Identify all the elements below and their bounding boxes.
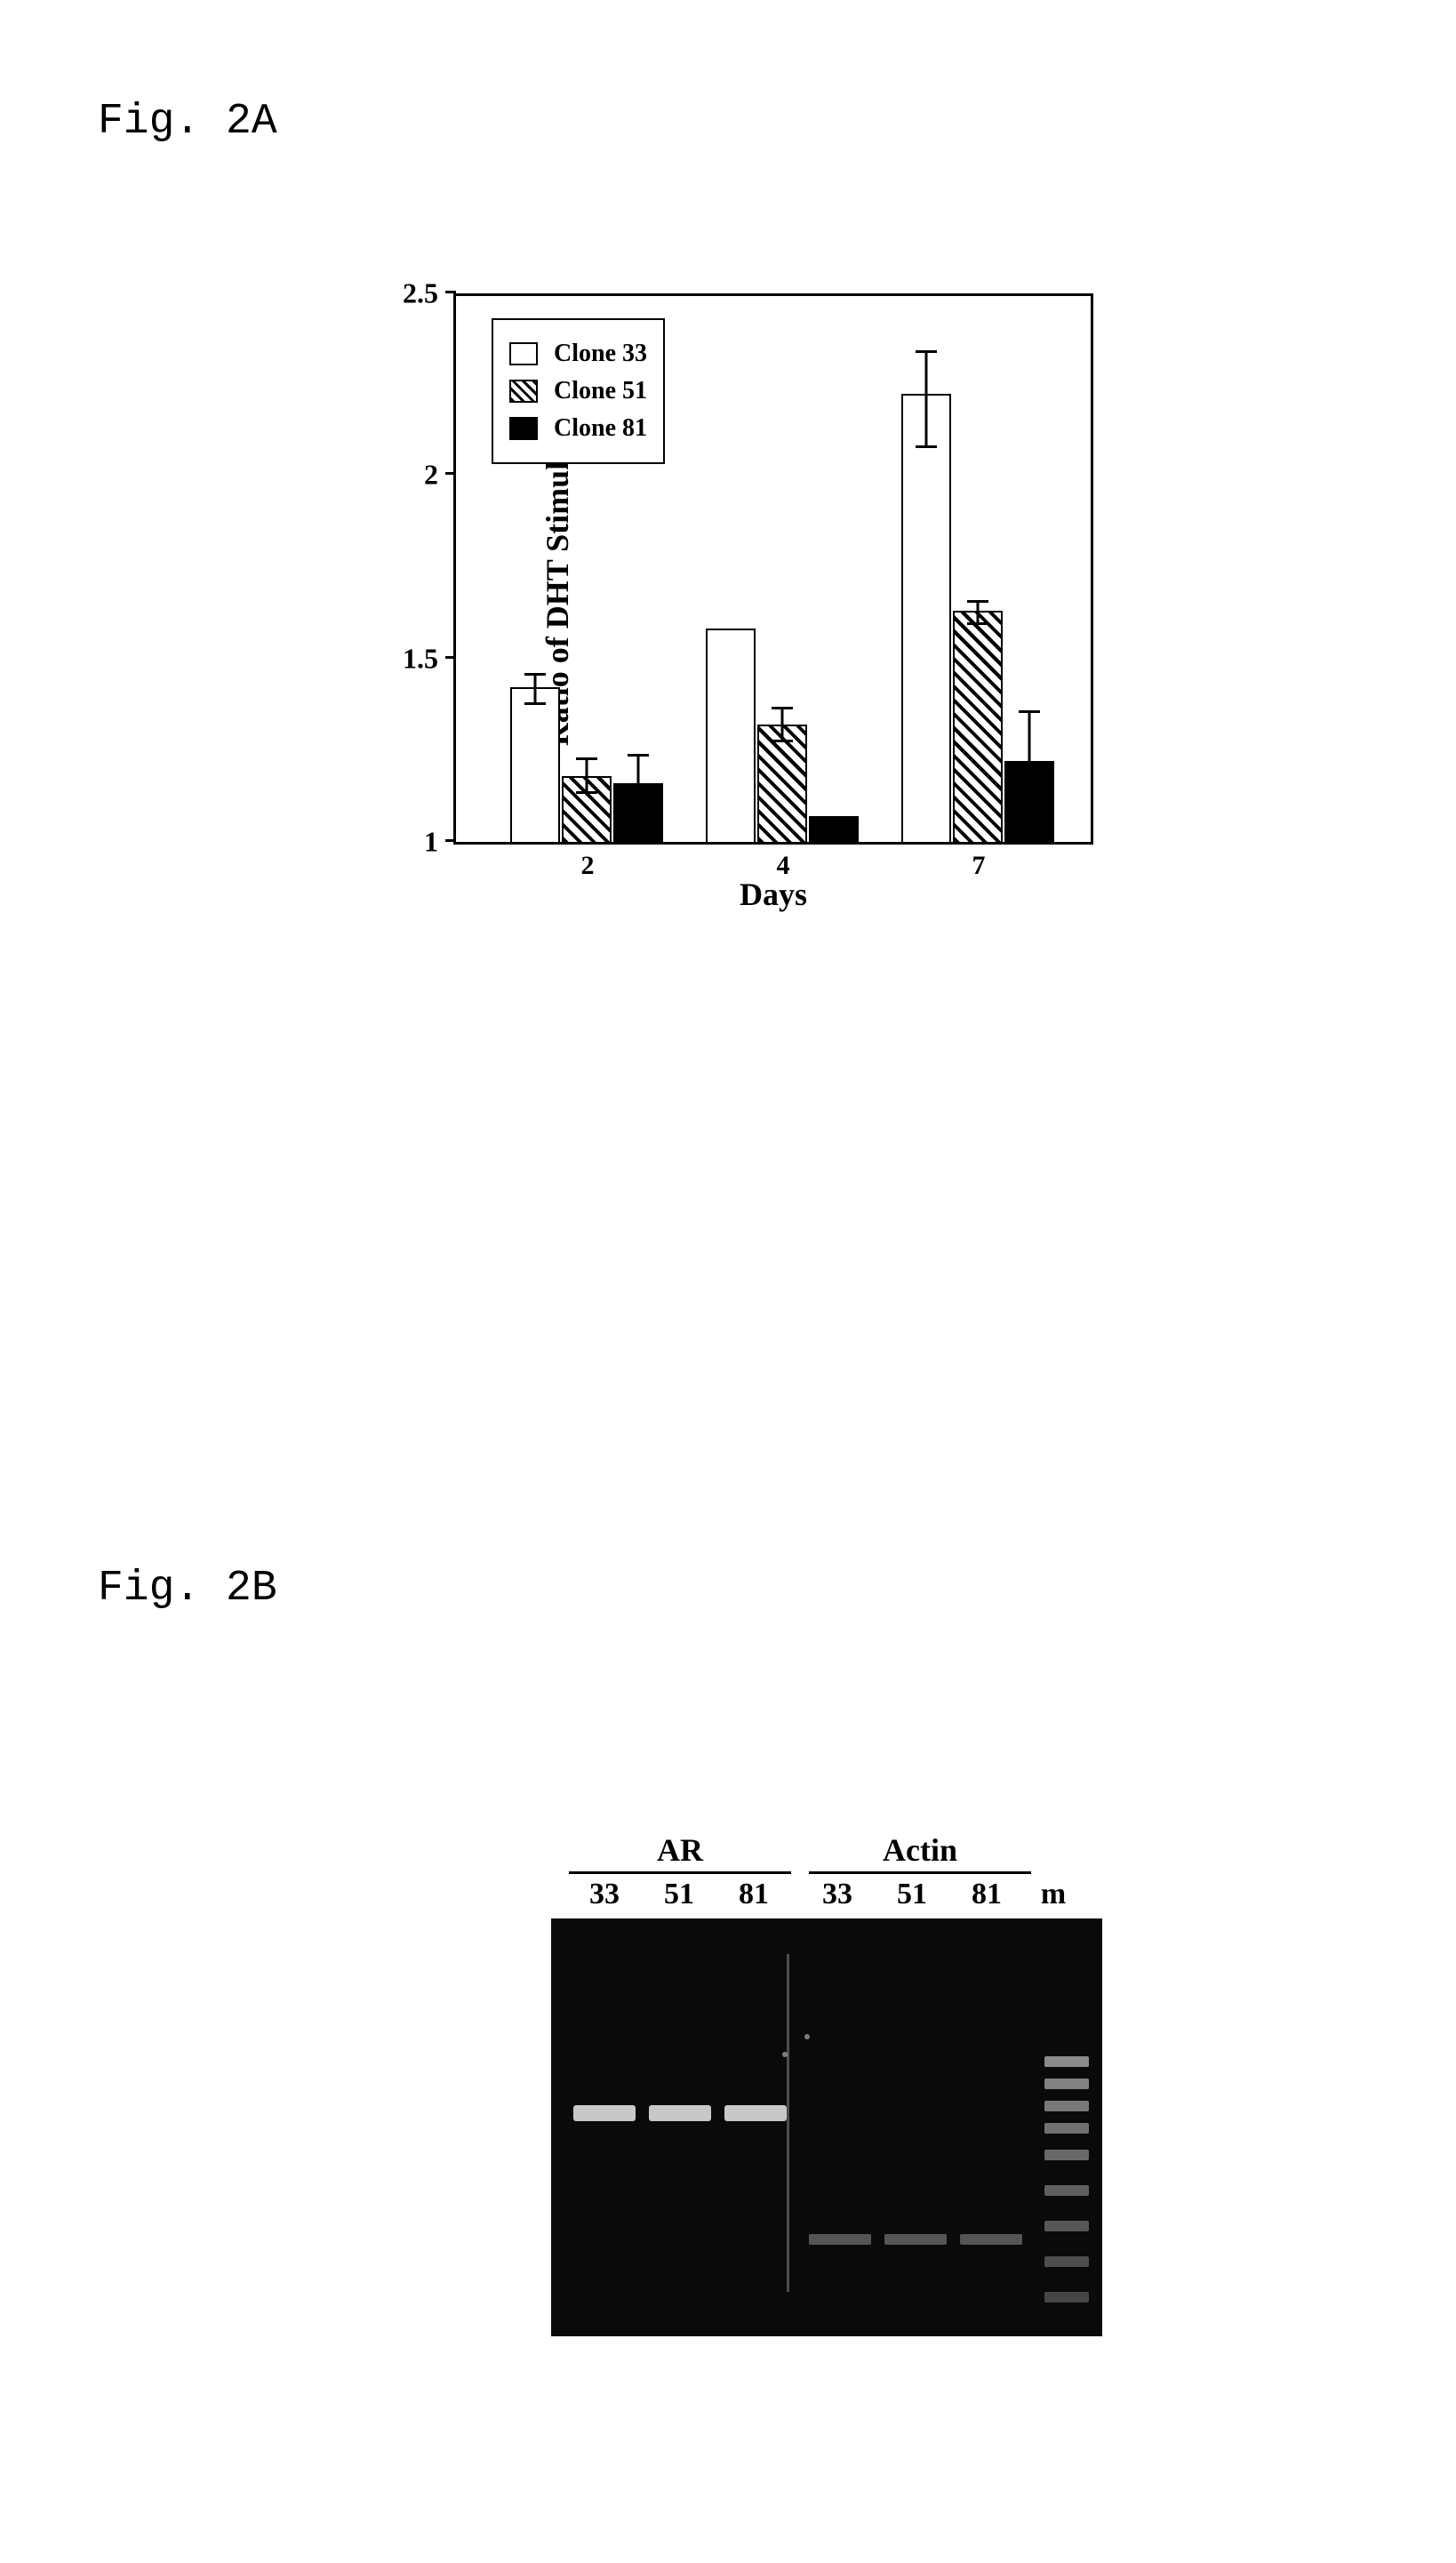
gel-streak	[787, 1954, 789, 2292]
error-bar-cap-top	[524, 673, 546, 676]
gel-marker-band	[1044, 2292, 1089, 2303]
gel-lane-labels: 33 51 81 33 51 81 m	[551, 1878, 1102, 1911]
error-bar-cap-bottom	[524, 702, 546, 705]
lane-label: 81	[716, 1878, 791, 1911]
legend-label: Clone 81	[554, 414, 647, 443]
gel-marker-band	[1044, 2256, 1089, 2267]
error-bar-cap-top	[576, 757, 597, 760]
x-tick-7: 7	[972, 851, 986, 881]
gel-band-ar-81	[724, 2105, 787, 2121]
y-tick-1.5: 1.5	[403, 643, 438, 676]
error-bar-cap-top	[967, 600, 988, 603]
x-tick-2: 2	[581, 851, 595, 881]
lane-label: 33	[800, 1878, 875, 1911]
x-axis-label: Days	[740, 876, 807, 913]
gel-band-ar-33	[573, 2105, 636, 2121]
error-bar-cap-bottom	[916, 445, 937, 448]
gel-marker-band	[1044, 2150, 1089, 2160]
y-tick-1: 1	[424, 826, 438, 859]
bar-clone-51	[757, 725, 807, 842]
bar-clone-81	[613, 783, 663, 842]
gel-band-actin-51	[884, 2234, 947, 2245]
lane-label: 51	[875, 1878, 949, 1911]
bar-group-2	[509, 687, 664, 842]
y-tick-mark	[445, 472, 456, 475]
gel-marker-band	[1044, 2101, 1089, 2111]
y-tick-mark	[445, 291, 456, 293]
error-bar-line	[586, 759, 588, 792]
lane-label: 81	[949, 1878, 1024, 1911]
bar-chart-container: Ratio of DHT Stimulation Days 1 1.5 2 2.…	[453, 293, 1093, 845]
legend-label: Clone 33	[554, 340, 647, 368]
legend-item-clone81: Clone 81	[509, 414, 647, 443]
chart-plot-area: Ratio of DHT Stimulation Days 1 1.5 2 2.…	[453, 293, 1093, 845]
bar-clone-33	[901, 394, 951, 842]
gel-image	[551, 1918, 1102, 2336]
marker-label: m	[1031, 1878, 1076, 1911]
legend-label: Clone 51	[554, 377, 647, 405]
bar-clone-51	[562, 776, 612, 842]
gel-marker-band	[1044, 2123, 1089, 2134]
gel-container: AR Actin 33 51 81 33 51 81 m	[551, 1831, 1102, 2336]
bar-clone-33	[706, 629, 756, 842]
lane-label: 51	[642, 1878, 716, 1911]
error-bar-line	[925, 351, 928, 446]
lane-label: 33	[567, 1878, 642, 1911]
bar-clone-51	[953, 611, 1003, 842]
error-bar-cap-top	[772, 707, 793, 709]
error-bar-line	[637, 756, 640, 785]
figure-2b-label: Fig. 2B	[98, 1565, 277, 1613]
gel-label-ar: AR	[569, 1831, 791, 1874]
gel-dot	[782, 2052, 788, 2057]
gel-band-actin-33	[809, 2234, 871, 2245]
error-bar-cap-top	[916, 350, 937, 353]
y-tick-mark	[445, 839, 456, 842]
x-tick-4: 4	[777, 851, 790, 881]
bar-group-4	[705, 629, 860, 842]
gel-marker-band	[1044, 2221, 1089, 2231]
bar-clone-81	[809, 816, 859, 842]
error-bar-line	[977, 601, 980, 623]
gel-marker-band	[1044, 2056, 1089, 2067]
error-bar-cap-bottom	[967, 622, 988, 625]
legend-item-clone51: Clone 51	[509, 377, 647, 405]
chart-legend: Clone 33 Clone 51 Clone 81	[492, 318, 665, 464]
gel-band-actin-81	[960, 2234, 1022, 2245]
gel-group-labels: AR Actin	[551, 1831, 1102, 1878]
error-bar-cap-bottom	[576, 791, 597, 794]
gel-marker-band	[1044, 2078, 1089, 2089]
legend-item-clone33: Clone 33	[509, 340, 647, 368]
error-bar-line	[781, 708, 784, 741]
bar-clone-33	[510, 687, 560, 842]
bar-clone-81	[1004, 761, 1054, 842]
gel-dot	[804, 2034, 810, 2039]
y-tick-2.5: 2.5	[403, 277, 438, 310]
y-tick-2: 2	[424, 459, 438, 492]
legend-swatch-hatch	[509, 380, 538, 403]
error-bar-line	[1028, 711, 1031, 763]
y-tick-mark	[445, 656, 456, 659]
error-bar-cap-top	[628, 754, 649, 757]
figure-2a-label: Fig. 2A	[98, 98, 277, 146]
legend-swatch-white	[509, 342, 538, 365]
legend-swatch-black	[509, 417, 538, 440]
gel-label-actin: Actin	[809, 1831, 1031, 1874]
bar-group-7	[900, 394, 1055, 842]
error-bar-line	[534, 675, 537, 704]
error-bar-cap-top	[1019, 710, 1040, 713]
gel-band-ar-51	[649, 2105, 711, 2121]
gel-marker-band	[1044, 2185, 1089, 2196]
error-bar-cap-bottom	[772, 740, 793, 742]
